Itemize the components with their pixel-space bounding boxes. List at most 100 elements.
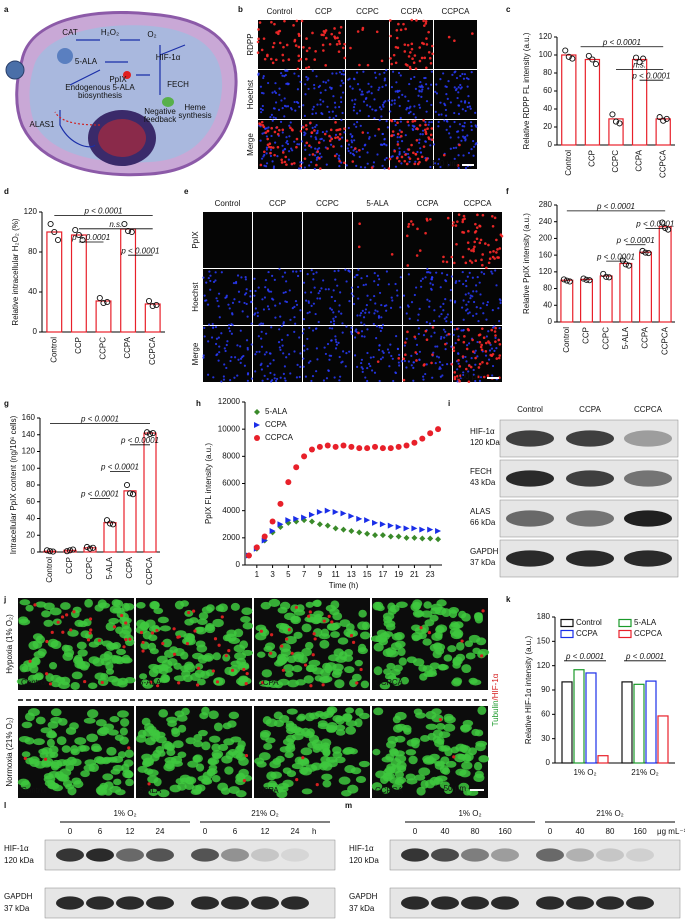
- annotation: n.s.: [109, 220, 122, 229]
- nucleus-dot: [472, 145, 476, 148]
- cell-green: [120, 718, 130, 727]
- nucleus-dot: [367, 362, 371, 365]
- nucleus-dot: [265, 162, 269, 165]
- cell-red: [124, 637, 128, 642]
- cell-green: [314, 675, 323, 682]
- cell-green: [320, 628, 330, 637]
- nucleus-dot: [408, 160, 411, 163]
- signal-dot: [299, 164, 303, 168]
- nucleus-dot: [474, 379, 477, 383]
- nucleus-dot: [426, 267, 429, 271]
- nucleus-dot: [444, 279, 447, 282]
- nucleus-dot: [421, 129, 425, 132]
- cell-red: [112, 625, 117, 629]
- y-tick-label: 6000: [222, 479, 240, 488]
- signal-dot: [330, 32, 334, 36]
- cell-green: [305, 601, 314, 608]
- blot-band: [596, 896, 624, 910]
- nucleus-dot: [262, 92, 265, 95]
- cell-green: [443, 654, 453, 662]
- nucleus-dot: [272, 359, 275, 362]
- nucleus-dot: [305, 299, 308, 302]
- nucleus-dot: [271, 274, 274, 277]
- cell-green: [358, 712, 370, 720]
- signal-dot: [263, 57, 267, 61]
- signal-dot: [424, 132, 428, 136]
- nucleus-dot: [450, 320, 453, 324]
- nucleus-dot: [284, 291, 287, 294]
- signal-dot: [470, 261, 474, 264]
- nucleus-dot: [457, 154, 460, 157]
- cell-green: [27, 674, 39, 683]
- nucleus-dot: [447, 80, 450, 83]
- nucleus-dot: [332, 320, 336, 323]
- cell-red: [124, 621, 128, 625]
- nucleus-dot: [350, 332, 353, 336]
- signal-dot: [462, 340, 466, 344]
- cell-red: [285, 637, 289, 641]
- cell-green: [153, 607, 164, 615]
- marker: [395, 443, 402, 450]
- nucleus-dot: [322, 80, 325, 83]
- signal-dot: [294, 44, 298, 47]
- blot-band: [566, 550, 614, 567]
- y-tick-label: 240: [539, 217, 553, 226]
- cell-green: [86, 733, 99, 743]
- signal-dot: [463, 335, 466, 338]
- nucleus-dot: [390, 85, 394, 89]
- nucleus-dot: [440, 335, 443, 339]
- replicate-point: [625, 262, 632, 269]
- cell-green: [179, 774, 191, 783]
- weight-label: 120 kDa: [470, 438, 500, 447]
- nucleus-dot: [414, 160, 417, 163]
- nucleus-dot: [271, 160, 274, 163]
- panel-letter: i: [448, 399, 450, 408]
- signal-dot: [410, 47, 414, 51]
- signal-dot: [332, 145, 335, 148]
- signal-dot: [273, 130, 277, 134]
- signal-dot: [366, 63, 370, 67]
- cell-green: [135, 625, 148, 635]
- nucleus-dot: [464, 109, 467, 113]
- lane-label: 160: [633, 827, 647, 836]
- cell-red: [177, 681, 181, 685]
- signal-dot: [406, 264, 410, 267]
- nucleus-dot: [363, 144, 366, 147]
- nucleus-dot: [262, 308, 266, 311]
- replicate-point: [580, 275, 587, 282]
- nucleus-dot: [448, 132, 451, 135]
- signal-dot: [423, 56, 427, 60]
- signal-dot: [400, 130, 403, 134]
- cell-green: [411, 634, 421, 642]
- signal-dot: [418, 59, 422, 63]
- marker: [308, 518, 315, 525]
- nucleus-dot: [315, 347, 318, 350]
- cell-green: [443, 723, 456, 732]
- blot-band: [536, 896, 564, 910]
- nucleus-dot: [434, 162, 437, 165]
- cell-green: [468, 677, 478, 684]
- nucleus-dot: [381, 85, 384, 88]
- nucleus-dot: [279, 120, 283, 123]
- signal-dot: [333, 37, 337, 40]
- cell-green: [389, 604, 400, 613]
- nucleus-dot: [418, 141, 421, 144]
- cell-green: [304, 712, 315, 722]
- nucleus-dot: [424, 372, 427, 376]
- column-label: Control: [215, 199, 241, 208]
- cell-green: [357, 647, 368, 655]
- signal-dot: [396, 132, 400, 136]
- weight-label: 120 kDa: [349, 856, 379, 865]
- nucleus-dot: [457, 130, 460, 133]
- cell-green: [174, 600, 185, 610]
- nucleus-dot: [313, 154, 317, 157]
- signal-dot: [420, 155, 424, 159]
- nucleus-dot: [269, 148, 273, 151]
- cell-green: [74, 619, 84, 627]
- nucleus-dot: [495, 284, 498, 287]
- cell-green: [425, 723, 438, 730]
- schematic-label: O₂: [147, 30, 156, 39]
- cell-green: [422, 638, 432, 646]
- x-tick-label: CCPC: [85, 557, 94, 580]
- nucleus-dot: [304, 148, 307, 151]
